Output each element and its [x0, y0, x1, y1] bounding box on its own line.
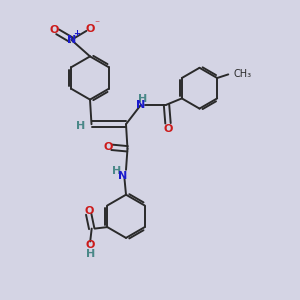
Text: H: H: [76, 121, 85, 131]
Text: O: O: [49, 25, 59, 35]
Text: N: N: [67, 35, 76, 45]
Text: +: +: [73, 29, 80, 38]
Text: CH₃: CH₃: [234, 69, 252, 80]
Text: N: N: [136, 100, 146, 110]
Text: O: O: [84, 206, 93, 216]
Text: H: H: [112, 166, 122, 176]
Text: H: H: [86, 249, 95, 259]
Text: O: O: [85, 24, 95, 34]
Text: O: O: [103, 142, 113, 152]
Text: ⁻: ⁻: [94, 19, 100, 29]
Text: O: O: [85, 240, 95, 250]
Text: O: O: [163, 124, 173, 134]
Text: N: N: [118, 171, 127, 182]
Text: H: H: [138, 94, 147, 104]
